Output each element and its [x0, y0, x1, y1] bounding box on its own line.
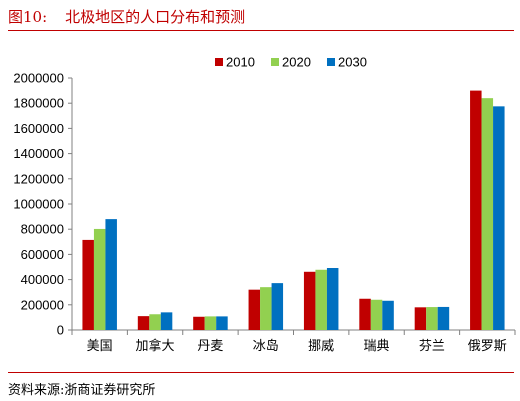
bar-2010 [137, 316, 150, 330]
x-tick-label: 丹麦 [197, 339, 223, 354]
bar-2010 [82, 239, 94, 330]
y-tick-label: 1600000 [13, 121, 64, 136]
y-tick-label: 2000000 [13, 71, 64, 86]
legend-swatch-2030 [327, 58, 335, 66]
y-tick-label: 1800000 [13, 96, 64, 111]
legend-label-2030: 2030 [338, 55, 367, 70]
figure-number: 图10: [8, 8, 48, 26]
title-divider [8, 30, 514, 31]
x-tick-label: 加拿大 [136, 338, 175, 354]
source-note: 资料来源:浙商证券研究所 [8, 383, 156, 398]
x-tick-label: 美国 [87, 339, 113, 354]
y-tick-label: 400000 [21, 272, 64, 287]
x-tick-label: 瑞典 [364, 339, 390, 354]
bar-2020 [93, 228, 106, 330]
y-tick-label: 1200000 [13, 171, 64, 186]
x-tick-label: 芬兰 [419, 339, 445, 354]
figure-title: 图10: 北极地区的人口分布和预测 [8, 6, 245, 27]
bar-2020 [149, 314, 161, 330]
x-tick-label: 冰岛 [253, 338, 279, 354]
legend-label-2020: 2020 [282, 55, 311, 70]
bar-2020 [426, 307, 438, 330]
bar-2030 [437, 306, 450, 330]
bar-2020 [260, 287, 272, 330]
y-tick-label: 1000000 [13, 197, 64, 212]
bar-2030 [216, 316, 228, 330]
bar-2010 [248, 289, 261, 330]
bar-2030 [326, 268, 339, 330]
bar-2010 [193, 316, 205, 330]
x-tick-label: 俄罗斯 [468, 339, 507, 354]
y-tick-label: 800000 [21, 222, 64, 237]
legend-swatch-2010 [215, 58, 223, 66]
bar-2030 [105, 219, 117, 330]
bar-2020 [481, 98, 494, 330]
bar-2010 [359, 298, 371, 330]
bar-2010 [470, 90, 482, 330]
legend-label-2010: 2010 [226, 55, 255, 70]
figure-title-text: 北极地区的人口分布和预测 [65, 8, 246, 26]
bar-2030 [160, 312, 173, 330]
y-tick-label: 200000 [21, 297, 64, 312]
legend-swatch-2020 [271, 58, 279, 66]
y-tick-label: 0 [57, 323, 64, 338]
bar-2010 [303, 271, 316, 330]
bar-2010 [414, 307, 427, 330]
bar-2020 [204, 316, 217, 330]
source-divider [8, 372, 514, 373]
x-tick-label: 挪威 [308, 339, 334, 354]
bar-2030 [382, 300, 394, 330]
y-tick-label: 600000 [21, 247, 64, 262]
bar-2030 [271, 283, 284, 330]
bar-2020 [370, 299, 383, 330]
bar-2020 [315, 269, 327, 330]
bar-2030 [493, 106, 505, 330]
y-tick-label: 1400000 [13, 146, 64, 161]
